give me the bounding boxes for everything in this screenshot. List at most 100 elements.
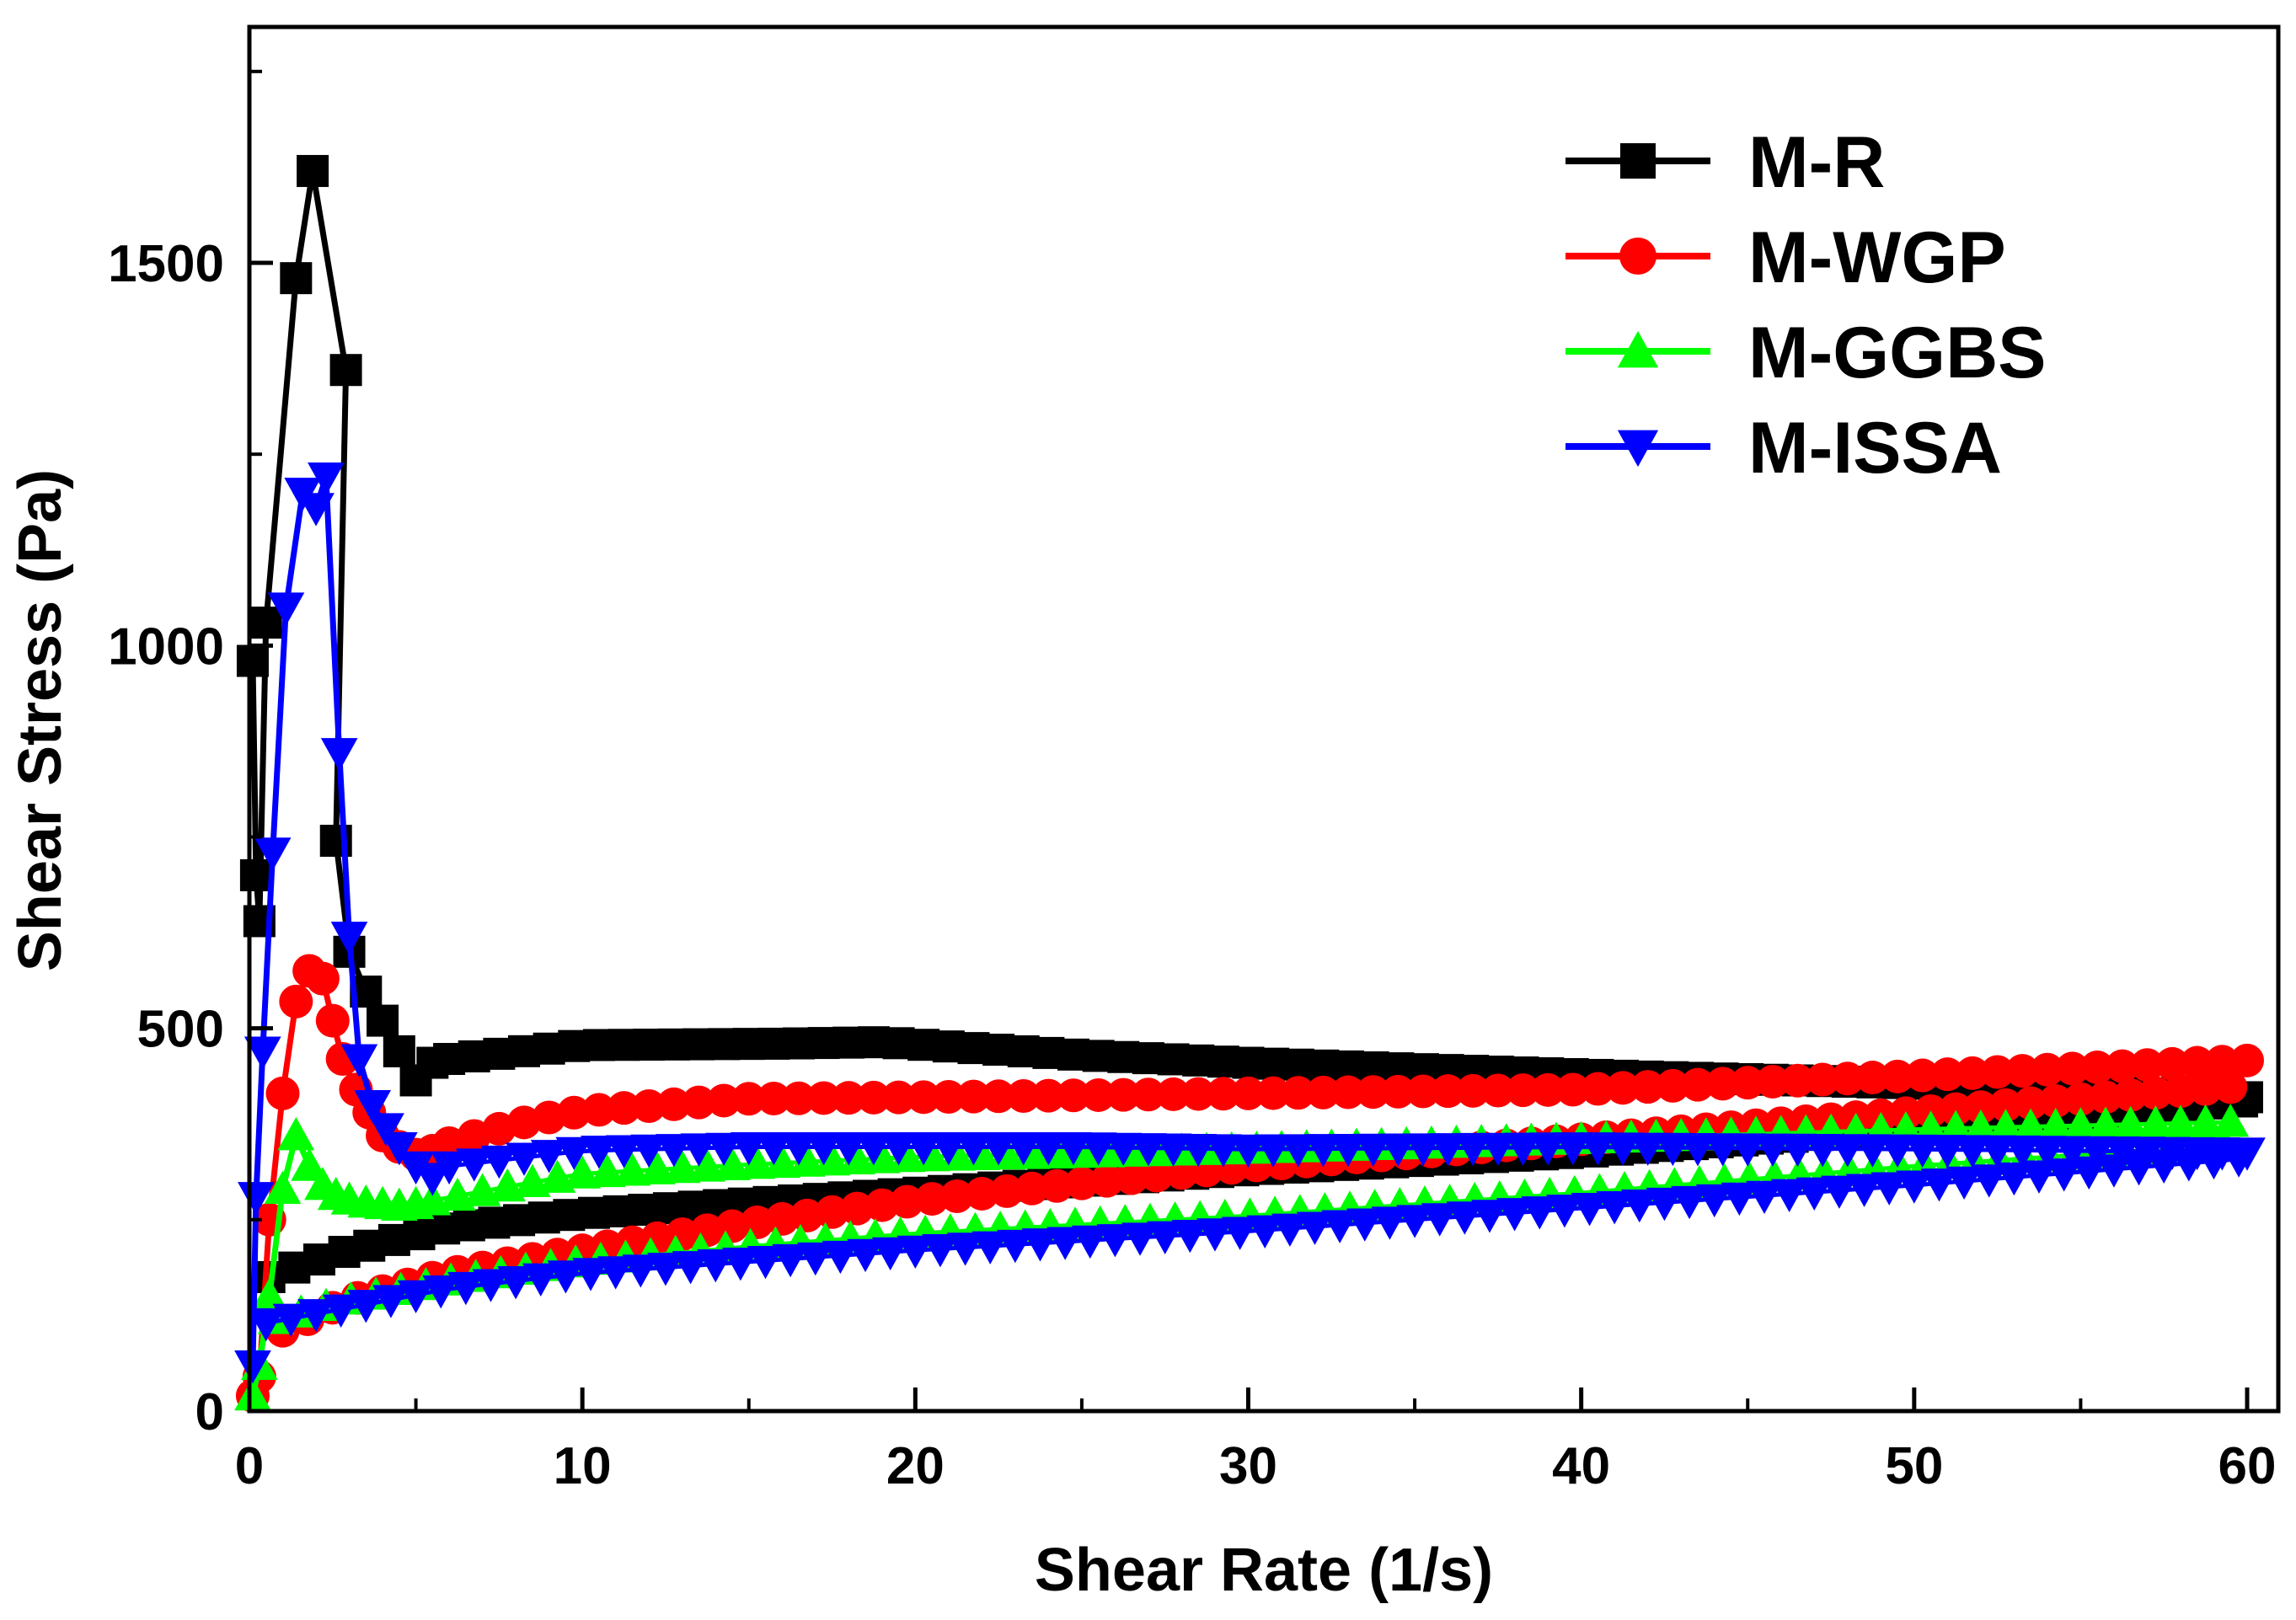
data-point <box>747 1245 784 1280</box>
data-point <box>1421 1203 1458 1237</box>
data-point <box>1705 1067 1740 1101</box>
data-point <box>2080 1051 2115 1085</box>
data-point <box>2030 1052 2064 1087</box>
data-point <box>822 1240 859 1275</box>
data-point <box>2014 1086 2048 1120</box>
data-point <box>730 1132 768 1166</box>
data-point <box>1014 1171 1049 1206</box>
data-point <box>530 1140 568 1174</box>
data-point <box>279 984 313 1019</box>
data-point <box>2137 1105 2175 1139</box>
data-point <box>297 154 329 187</box>
data-point <box>2029 1136 2066 1169</box>
data-point <box>267 592 305 626</box>
data-point <box>980 1132 1017 1166</box>
data-point <box>722 1248 759 1281</box>
data-point <box>557 1095 591 1130</box>
data-point <box>1046 1227 1084 1260</box>
data-point <box>622 1254 660 1288</box>
data-point <box>705 1132 742 1167</box>
data-point <box>1030 1132 1068 1166</box>
x-tick-label: 30 <box>1219 1437 1277 1495</box>
data-point <box>330 922 368 955</box>
data-point <box>1779 1133 1817 1168</box>
data-point <box>2178 1136 2216 1171</box>
data-point <box>581 1136 618 1169</box>
data-point <box>555 1136 593 1171</box>
data-point <box>896 1235 934 1270</box>
data-point <box>2063 1082 2098 1116</box>
data-point <box>315 1003 350 1038</box>
data-point <box>291 1147 328 1181</box>
data-point <box>1321 1210 1359 1243</box>
data-point <box>847 1238 884 1273</box>
data-point <box>765 1201 800 1236</box>
data-point <box>1721 1182 1758 1216</box>
data-point <box>1040 1168 1074 1203</box>
data-point <box>2205 1045 2240 1079</box>
data-point <box>1480 1132 1517 1167</box>
data-point <box>632 1088 666 1123</box>
data-point <box>431 1151 468 1185</box>
data-point <box>856 1080 891 1115</box>
data-point <box>2055 1051 2090 1086</box>
legend-label: M-R <box>1748 122 1885 203</box>
data-point <box>1821 1175 1858 1209</box>
data-point <box>2020 1160 2058 1194</box>
data-point <box>564 1155 602 1189</box>
data-point <box>1654 1132 1692 1167</box>
data-point <box>1206 1077 1240 1111</box>
data-point <box>1954 1135 1991 1168</box>
data-point <box>731 1082 766 1116</box>
data-point <box>272 1303 310 1337</box>
data-point <box>1871 1172 1908 1206</box>
data-point <box>1629 1132 1667 1166</box>
data-point <box>2004 1135 2042 1169</box>
data-point <box>1205 1134 1242 1168</box>
data-point <box>1396 1205 1433 1238</box>
x-tick-label: 20 <box>886 1437 945 1495</box>
data-point <box>1606 1071 1640 1105</box>
data-point <box>1021 1228 1059 1262</box>
data-point <box>2203 1137 2241 1171</box>
data-point <box>277 1117 315 1151</box>
data-point <box>2087 1106 2124 1140</box>
data-point <box>930 1132 967 1166</box>
data-point <box>1581 1072 1615 1106</box>
y-tick-label: 1000 <box>108 618 224 676</box>
data-point <box>238 1182 275 1216</box>
data-point <box>755 1132 793 1166</box>
data-point <box>680 1133 718 1167</box>
data-point <box>1255 1134 1292 1168</box>
data-point <box>946 1232 984 1266</box>
data-point <box>367 1113 404 1147</box>
legend-item-m-ggbs: M-GGBS <box>1565 313 2047 393</box>
data-point <box>1306 1075 1341 1109</box>
data-point <box>1506 1073 1540 1108</box>
data-point <box>780 1132 817 1166</box>
data-point <box>340 1044 378 1077</box>
data-point <box>663 1149 701 1184</box>
data-point <box>532 1100 566 1135</box>
legend: M-R M-WGP M-GGBS M-ISSA <box>1565 122 2047 489</box>
data-point <box>922 1233 959 1268</box>
data-point <box>1995 1162 2033 1196</box>
data-point <box>297 1299 334 1333</box>
data-point <box>1828 1134 1866 1168</box>
data-point <box>915 1182 950 1216</box>
data-point <box>813 1142 851 1176</box>
data-point <box>1154 1133 1192 1167</box>
data-point <box>236 644 269 677</box>
data-point <box>1854 1134 1892 1168</box>
data-point <box>1804 1134 1842 1168</box>
data-point <box>655 1134 693 1168</box>
data-point <box>905 1132 943 1166</box>
data-point <box>1271 1213 1309 1247</box>
data-point <box>1331 1075 1366 1109</box>
data-point <box>249 607 282 639</box>
data-point <box>607 1091 641 1125</box>
data-point <box>1978 1135 2016 1168</box>
legend-item-m-issa: M-ISSA <box>1565 408 2002 489</box>
data-point <box>864 1188 899 1222</box>
